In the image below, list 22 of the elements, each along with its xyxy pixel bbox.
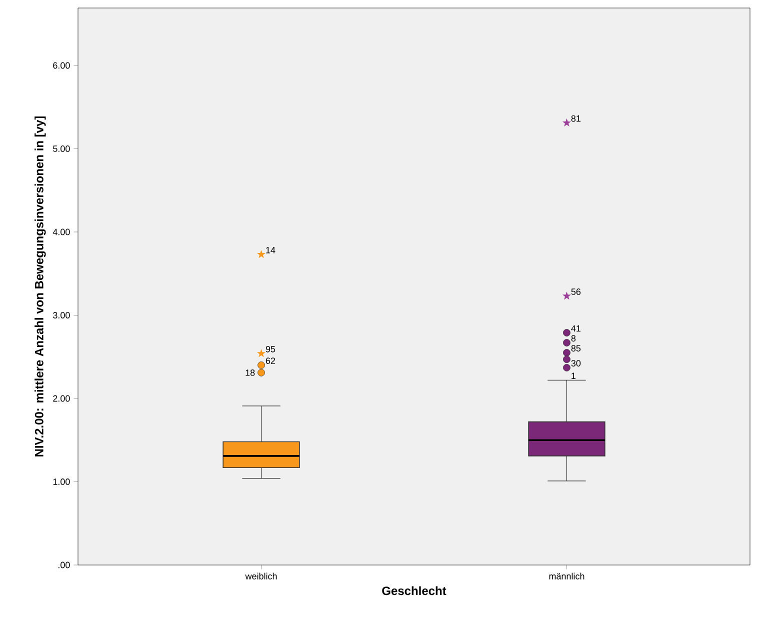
y-axis-title: NIV.2.00: mittlere Anzahl von Bewegungsinversionen in [vy] [34,116,46,456]
y-tick-label: 5.00 [53,146,70,152]
annotation: 81 [571,115,580,122]
annotation: 95 [266,346,276,352]
annotation: 1 [572,372,576,379]
annotation: 62 [266,358,276,364]
y-tick-label: .00 [58,562,70,568]
annotation: 18 [246,369,255,376]
y-tick-label: 1.00 [53,478,70,485]
annotation: 14 [266,247,276,254]
y-tick-label: 4.00 [52,228,70,236]
annotation: 30 [571,360,581,366]
y-tick-label: 2.00 [53,395,70,402]
y-tick-label: 3.00 [53,312,70,318]
annotation: 85 [571,345,581,352]
y-tick-label: 6.00 [53,62,70,69]
annotation: 56 [571,288,581,295]
x-tick-label: weiblich [245,572,277,580]
annotation: 8 [571,335,576,342]
x-tick-label: männlich [549,572,584,580]
x-axis-title: Geschlecht [382,586,446,596]
annotation: 41 [571,325,580,332]
